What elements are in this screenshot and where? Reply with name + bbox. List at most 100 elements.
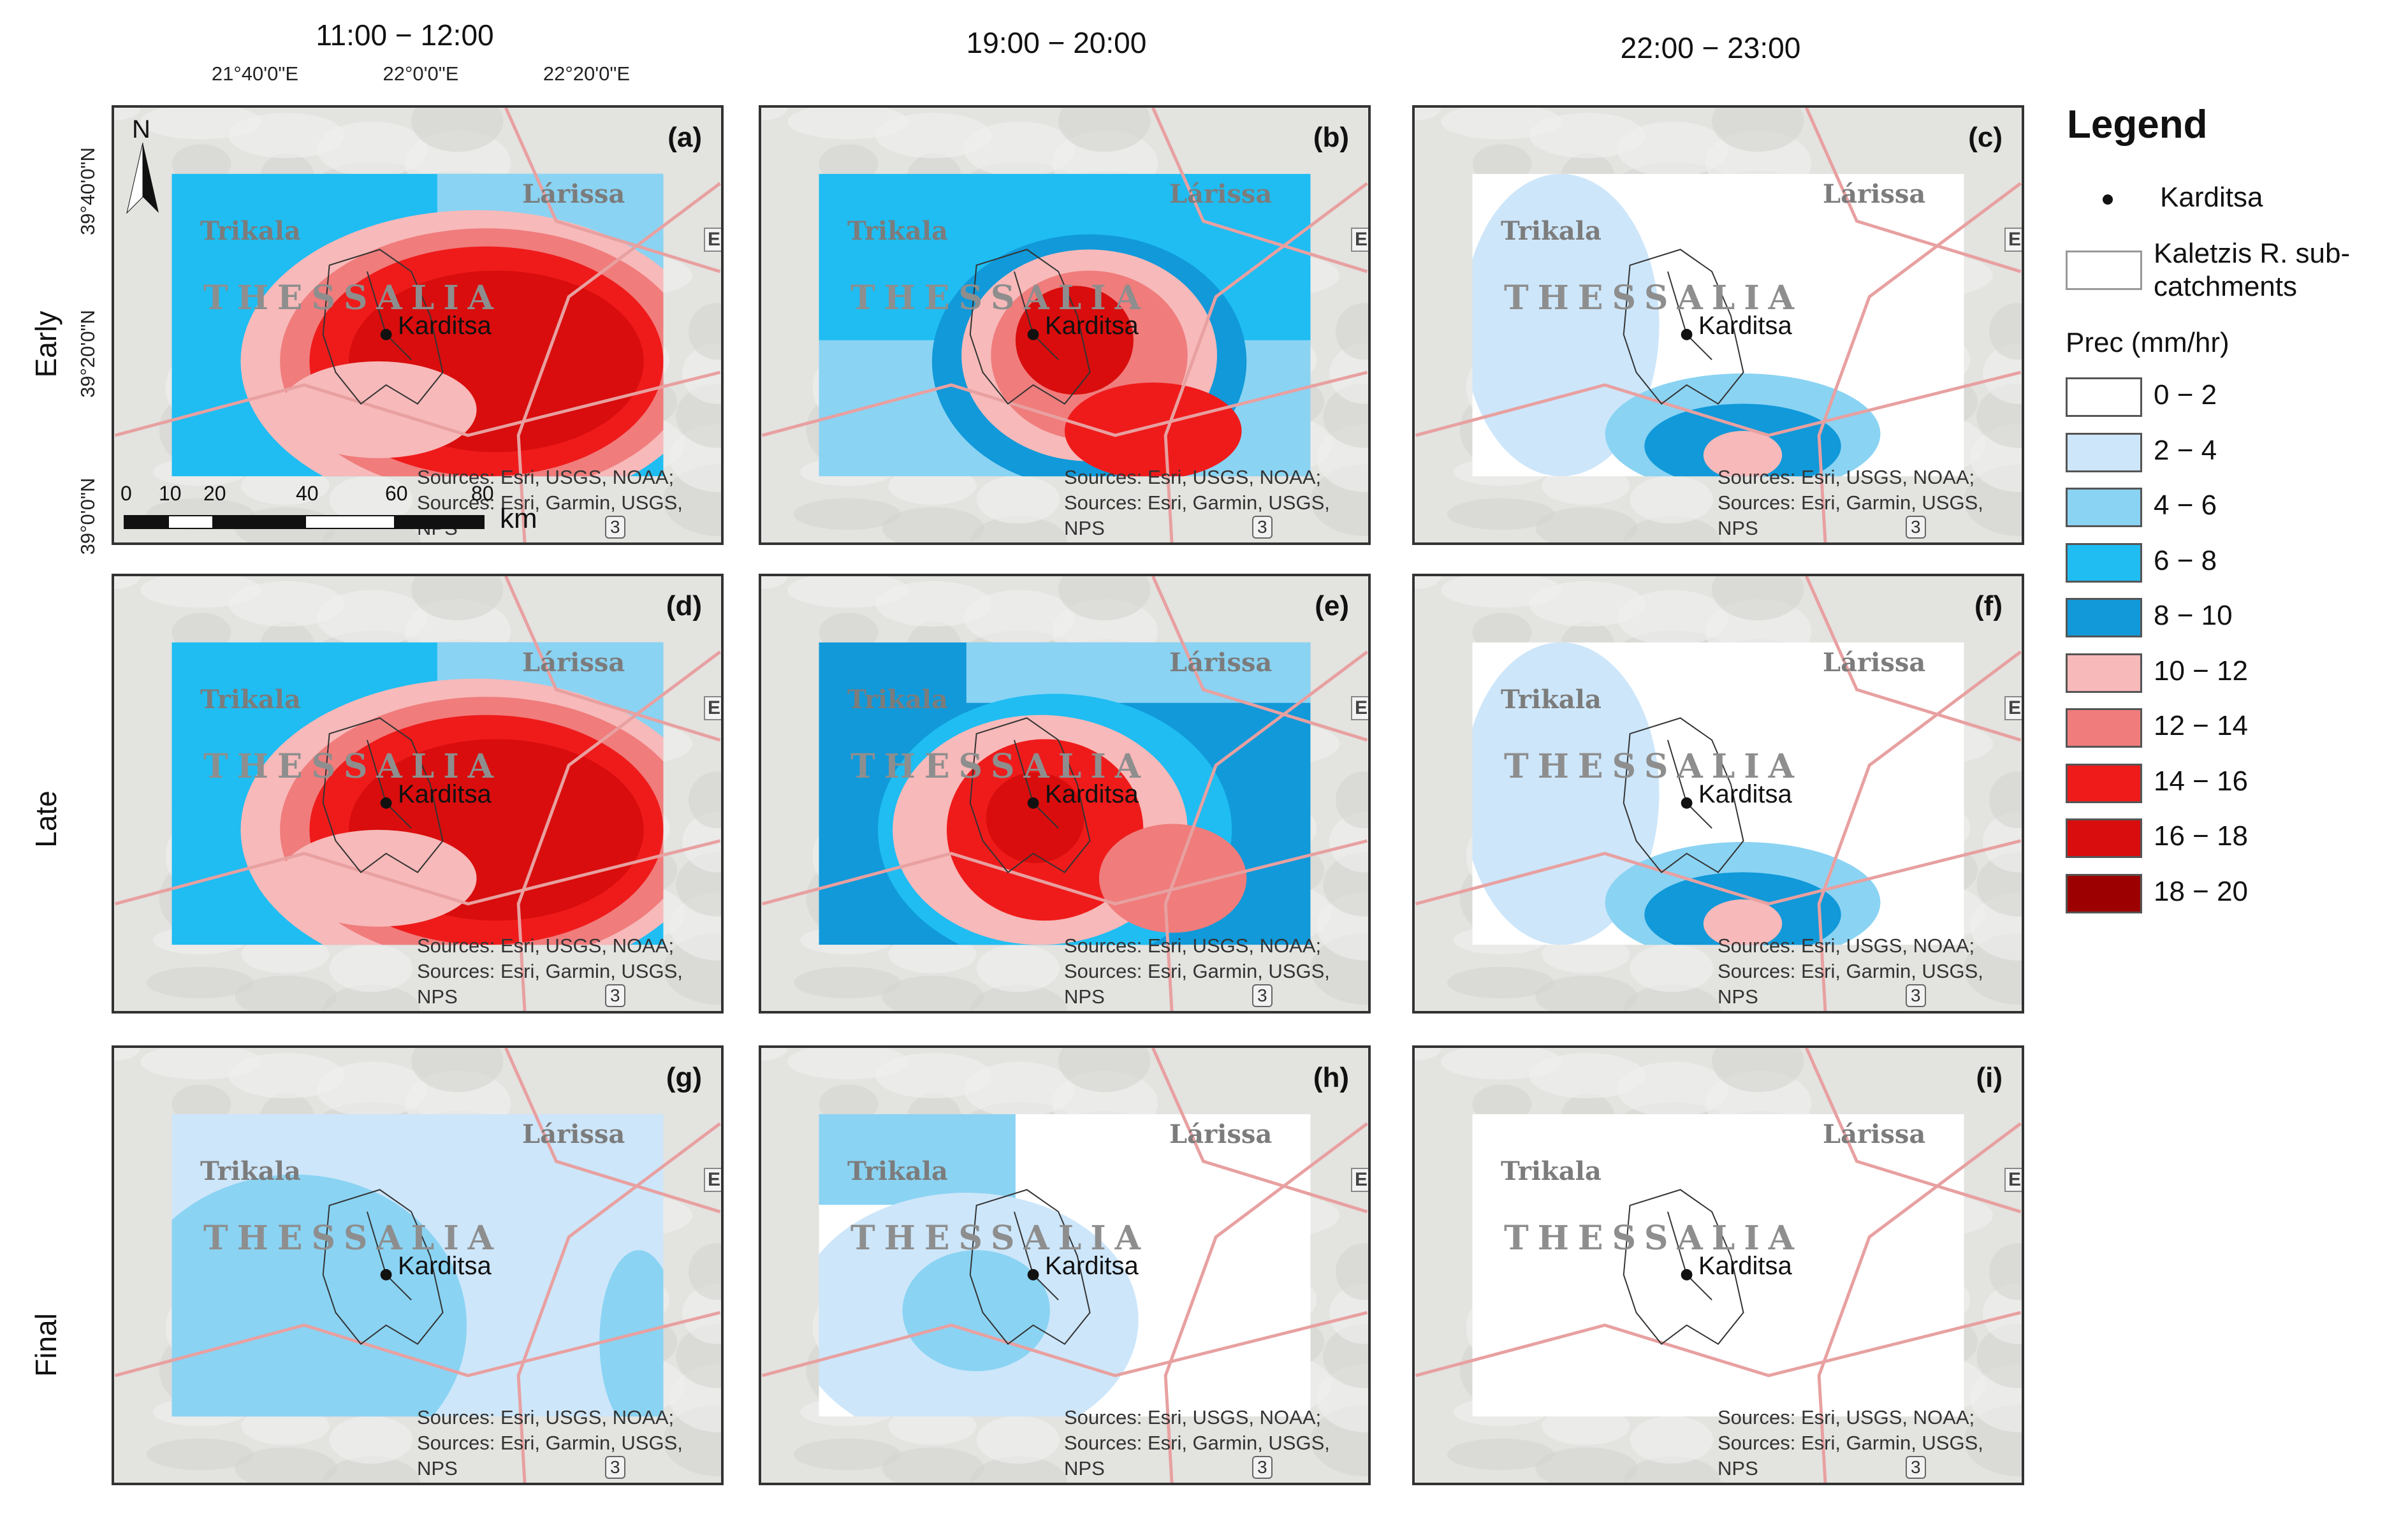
basemap-credit-line: Sources: Esri, Garmin, USGS, xyxy=(1718,1432,1983,1454)
scale-bar-tick: 40 xyxy=(296,482,319,505)
relief-shade xyxy=(114,1048,141,1061)
relief-shade xyxy=(1447,498,1555,530)
region-thessalia: THESSALIA xyxy=(1504,279,1804,317)
route-shield: 3 xyxy=(1906,1456,1926,1479)
legend-catchment-symbol xyxy=(2066,251,2142,290)
precip-class-area xyxy=(902,1250,1050,1372)
relief-shade xyxy=(114,576,141,589)
map-edge-marker: E xyxy=(2004,696,2022,720)
precip-class-area xyxy=(986,772,1084,864)
precip-class-area xyxy=(1703,899,1783,945)
legend-class-swatch xyxy=(2066,377,2142,417)
relief-shade xyxy=(888,1407,977,1445)
basemap-credit-line: Sources: Esri, Garmin, USGS, xyxy=(1064,491,1330,514)
relief-shade xyxy=(1472,144,1532,184)
region-thessalia: THESSALIA xyxy=(1504,1219,1804,1258)
relief-shade xyxy=(171,144,231,184)
legend-class-swatch xyxy=(2066,542,2142,583)
route-shield: 3 xyxy=(605,516,625,539)
road-line xyxy=(114,839,721,906)
karditsa-point xyxy=(380,1268,392,1281)
karditsa-point xyxy=(1681,797,1693,809)
route-shield: 3 xyxy=(605,984,625,1007)
place-larissa: Lárissa xyxy=(522,648,625,678)
relief-shade xyxy=(1415,576,1441,589)
relief-shade xyxy=(1617,590,1728,646)
relief-shade xyxy=(1336,1243,1368,1300)
road-line xyxy=(114,1311,721,1377)
legend-class-label: 8 − 10 xyxy=(2154,600,2233,631)
map-panel-e: (e) Lárissa Trikala THESSALIA Karditsa E 3 Sour… xyxy=(759,574,1371,1014)
relief-shade xyxy=(963,1061,1075,1117)
basemap-credit-line: NPS xyxy=(1718,985,1758,1008)
panel-letter: (f) xyxy=(1974,590,2003,621)
route-shield: 3 xyxy=(1906,984,1926,1007)
relief-shade xyxy=(235,1447,337,1483)
relief-shade xyxy=(761,1048,788,1061)
road-line xyxy=(761,839,1368,906)
graticule-lon-21-40: 21°40'0"E xyxy=(211,62,299,85)
precip-class-area xyxy=(280,829,477,927)
relief-shade xyxy=(1623,516,1721,542)
karditsa-point xyxy=(1681,328,1693,340)
relief-shade xyxy=(819,144,879,184)
map-panel-b: (b) Lárissa Trikala THESSALIA Karditsa E 3 Sour… xyxy=(759,105,1371,545)
basemap-credit-line: Sources: Esri, USGS, NOAA; xyxy=(1064,466,1322,488)
basemap-and-precip-field xyxy=(114,576,721,1011)
legend-class-label: 16 − 18 xyxy=(2154,820,2249,852)
scale-bar-tick: 0 xyxy=(120,482,132,505)
basemap-credit-line: NPS xyxy=(417,985,458,1008)
road-line xyxy=(504,576,721,742)
basemap-and-precip-field xyxy=(761,1048,1368,1483)
basemap-credit-line: Sources: Esri, Garmin, USGS, xyxy=(1064,1432,1330,1454)
basemap-credit-line: NPS xyxy=(1718,1457,1758,1479)
panel-letter: (a) xyxy=(668,122,702,153)
relief-shade xyxy=(316,590,428,646)
panel-letter: (e) xyxy=(1315,590,1349,621)
karditsa-point xyxy=(1027,797,1039,809)
road-line xyxy=(516,1122,721,1483)
scale-bar-tick: 60 xyxy=(385,482,408,505)
scale-bar-tick: 20 xyxy=(203,482,226,505)
graticule-lon-22-00: 22°0'0"E xyxy=(383,62,459,85)
karditsa-point xyxy=(1027,328,1039,340)
karditsa-point-symbol xyxy=(2103,194,2113,205)
karditsa-point xyxy=(1027,1268,1039,1281)
relief-shade xyxy=(1617,1061,1728,1117)
relief-shade xyxy=(1415,108,1441,120)
relief-shade xyxy=(228,112,345,159)
relief-shade xyxy=(171,1084,231,1124)
road-line xyxy=(1817,650,2022,1011)
relief-shade xyxy=(1529,581,1645,627)
legend-title: Legend xyxy=(2067,103,2208,147)
region-thessalia: THESSALIA xyxy=(203,1219,503,1258)
relief-shade xyxy=(1989,303,2022,360)
road-line xyxy=(1164,182,1368,542)
basemap-credit-line: Sources: Esri, USGS, NOAA; xyxy=(1718,466,1975,488)
panel-letter: (c) xyxy=(1968,122,2003,153)
route-shield: 3 xyxy=(1252,984,1273,1007)
precip-class-area xyxy=(1472,642,1660,945)
precip-field xyxy=(1472,642,1964,945)
city-karditsa: Karditsa xyxy=(1698,312,1792,340)
region-thessalia: THESSALIA xyxy=(850,1219,1150,1258)
relief-shade xyxy=(235,975,337,1011)
road-line xyxy=(1415,370,2022,437)
road-line xyxy=(114,370,721,437)
city-karditsa: Karditsa xyxy=(1045,312,1139,340)
relief-shade xyxy=(1617,121,1728,177)
relief-shade xyxy=(1447,966,1555,999)
relief-shade xyxy=(329,944,413,992)
relief-shade xyxy=(875,581,992,627)
karditsa-point xyxy=(1681,1268,1693,1281)
region-thessalia: THESSALIA xyxy=(203,279,503,317)
road-line xyxy=(761,1311,1368,1377)
legend-karditsa-label: Karditsa xyxy=(2160,182,2263,213)
relief-shade xyxy=(819,613,879,652)
relief-shade xyxy=(171,613,231,652)
relief-shade xyxy=(323,984,420,1011)
basemap-credit-line: NPS xyxy=(1064,1457,1105,1479)
relief-shade xyxy=(1535,507,1638,542)
road-line xyxy=(1817,182,2022,542)
basemap-credit-line: Sources: Esri, Garmin, USGS, xyxy=(1718,491,1983,514)
